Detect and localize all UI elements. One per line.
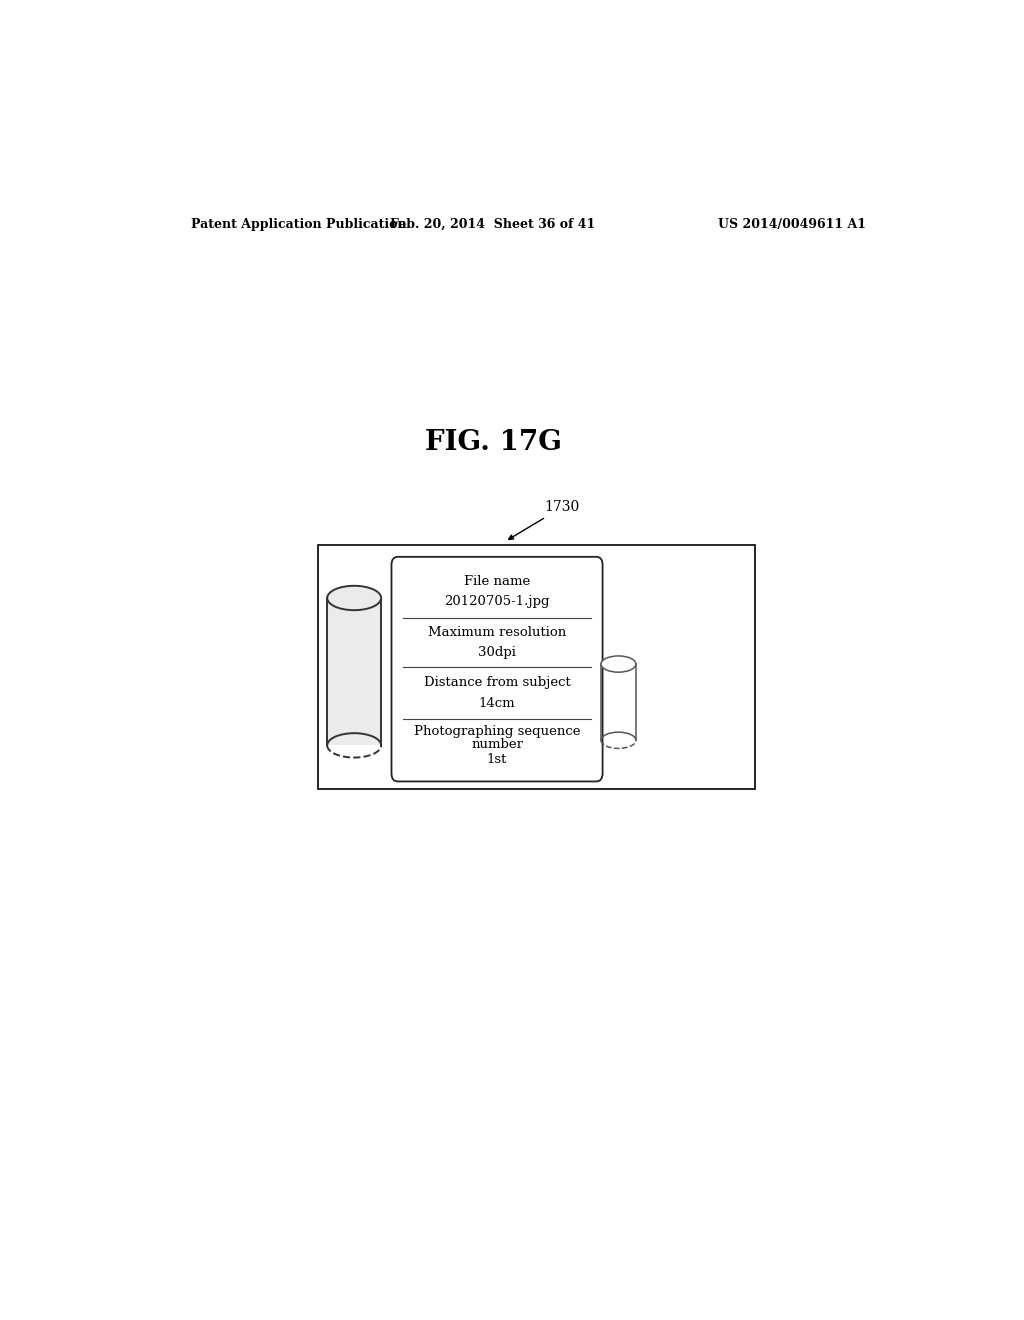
Text: Patent Application Publication: Patent Application Publication	[191, 218, 407, 231]
Text: FIG. 17G: FIG. 17G	[425, 429, 561, 457]
Bar	[601, 664, 636, 741]
Text: Distance from subject: Distance from subject	[424, 676, 570, 689]
Text: 1730: 1730	[509, 500, 580, 540]
Text: Photographing sequence: Photographing sequence	[414, 725, 581, 738]
Text: File name: File name	[464, 574, 530, 587]
FancyBboxPatch shape	[391, 557, 602, 781]
Ellipse shape	[601, 656, 636, 672]
Text: Feb. 20, 2014  Sheet 36 of 41: Feb. 20, 2014 Sheet 36 of 41	[390, 218, 596, 231]
Text: 14cm: 14cm	[478, 697, 515, 710]
Bar	[328, 598, 381, 746]
Text: 20120705-1.jpg: 20120705-1.jpg	[444, 595, 550, 609]
Text: 1st: 1st	[486, 754, 507, 766]
Text: 30dpi: 30dpi	[478, 645, 516, 659]
Ellipse shape	[328, 586, 381, 610]
Text: Maximum resolution: Maximum resolution	[428, 626, 566, 639]
Text: US 2014/0049611 A1: US 2014/0049611 A1	[718, 218, 866, 231]
Bar	[318, 545, 755, 788]
Text: number: number	[471, 738, 523, 751]
